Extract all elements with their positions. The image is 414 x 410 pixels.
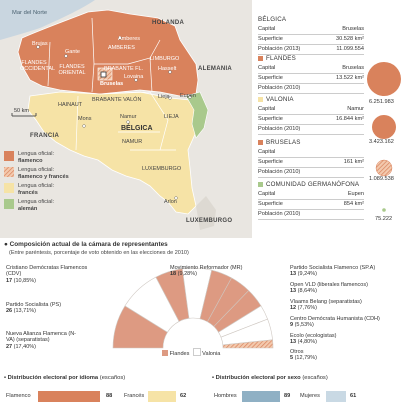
dist-flamenco-bar <box>38 391 100 402</box>
city-namur: Namur <box>120 114 137 120</box>
chamber-subtitle: (Entre paréntesis, porcentaje de voto ob… <box>9 250 189 256</box>
belgica-table: Capital Bruselas Superficie 30.528 km² Pob… <box>258 25 364 55</box>
province-flandes-occ: FLANDES OCCIDENTAL <box>20 60 56 72</box>
city-bruselas: Bruselas <box>100 81 124 87</box>
party-ecolo: Ecolo (ecologistas) 13 (4,80%) <box>290 333 337 346</box>
flandes-header: FLANDES <box>258 55 296 62</box>
country-luxemburgo: LUXEMBURGO <box>186 218 233 224</box>
population-circles <box>367 62 401 212</box>
pop-germanofona: 75.222 <box>375 216 393 222</box>
country-belgica: BÉLGICA <box>121 125 153 132</box>
party-cdh: Centro Demócrata Humanista (CDH) 9 (5,53%… <box>290 316 380 329</box>
bruselas-table: Capital Superficie 161 km² Población (201… <box>258 148 364 178</box>
city-arlon: Arlon <box>164 199 177 205</box>
dist-frances-bar <box>148 391 176 402</box>
chamber-hemicycle <box>112 267 274 349</box>
province-luxemburgo: LUXEMBURGO <box>142 166 182 172</box>
province-limburgo: LIMBURGO <box>150 56 180 62</box>
province-lieja: LIEJA <box>164 114 179 120</box>
german-region <box>185 91 209 139</box>
scale-label: 50 km <box>14 108 29 114</box>
city-amberes: Amberes <box>118 36 141 42</box>
city-lovaina: Lovaina <box>124 74 144 80</box>
pop-circle-flandes <box>367 62 401 96</box>
legend-swatch <box>4 199 14 209</box>
flandes-table: Capital Bruselas Superficie 13.522 km² Pob… <box>258 64 364 94</box>
province-brabante-fl: BRABANTE FL. <box>104 66 144 72</box>
country-alemania: ALEMANIA <box>198 66 233 72</box>
province-namur: NAMUR <box>122 139 143 145</box>
wallonia-region <box>27 91 199 215</box>
germanofona-header: COMUNIDAD GERMANÓFONA <box>258 181 359 188</box>
city-mons: Mons <box>78 116 92 122</box>
legend-swatch <box>4 151 14 161</box>
hemicycle-segment <box>222 339 274 349</box>
party-otros: Otros 5 (12,79%) <box>290 349 317 362</box>
party-openvld: Open VLD (liberales flamencos) 13 (8,64%) <box>290 282 368 295</box>
pop-circle-germanofona <box>382 208 386 212</box>
flanders-region <box>17 9 199 97</box>
city-gante: Gante <box>65 49 80 55</box>
province-hainaut: HAINAUT <box>58 102 83 108</box>
bruselas-header: BRUSELAS <box>258 139 301 146</box>
party-ps: Partido Socialista (PS) 26 (13,71%) <box>6 302 62 315</box>
pop-circle-valonia <box>372 115 396 139</box>
dist-mujeres-label: Mujeres <box>300 393 320 399</box>
city-brujas: Brujas <box>32 41 48 47</box>
chamber-legend: Flandes Valonia <box>162 348 220 357</box>
chamber-title: ● Composición actual de la cámara de rep… <box>4 241 168 248</box>
dist-sexo-title: • Distribución electoral por sexo (escañ… <box>212 375 328 381</box>
dist-hombres-bar <box>242 391 280 402</box>
dist-mujeres-bar <box>326 391 346 402</box>
city-lieja: Lieja <box>158 94 170 100</box>
legend-swatch <box>4 183 14 193</box>
city-hasselt: Hasselt <box>158 66 177 72</box>
pop-flandes: 6.251.983 <box>369 99 394 105</box>
province-amberes: AMBERES <box>108 45 135 51</box>
sea-label: Mar del Norte <box>12 10 48 16</box>
belgium-map <box>0 0 252 238</box>
party-cdv: Cristiano Demócratas Flamencos (CDV) 17 (… <box>6 265 88 284</box>
legend-swatch-hatch <box>4 167 14 177</box>
belgica-header: BÉLGICA <box>258 16 287 23</box>
pop-bruselas: 1.089.538 <box>369 176 394 182</box>
valonia-table: Capital Namur Superficie 16.844 km² Poblac… <box>258 105 364 135</box>
country-francia: FRANCIA <box>30 133 60 139</box>
germanofona-table: Capital Eupen Superficie 854 km² Población… <box>258 190 364 220</box>
dist-frances-label: Francés <box>124 393 145 399</box>
sea-area <box>0 0 95 40</box>
party-mr: Movimiento Reformador (MR) 18 (9,28%) <box>170 265 243 278</box>
province-flandes-or: FLANDES ORIENTAL <box>58 64 86 76</box>
country-holanda: HOLANDA <box>152 20 185 26</box>
dist-idioma-title: • Distribución electoral por idioma (esc… <box>4 375 126 381</box>
valonia-header: VALONIA <box>258 96 294 103</box>
party-vlaams-belang: Vlaams Belang (separatistas) 12 (7,76%) <box>290 299 362 312</box>
city-eupen: Eupen <box>180 93 196 99</box>
dist-frances-value: 62 <box>180 393 187 399</box>
pop-circle-bruselas <box>375 159 393 177</box>
dist-flamenco-label: Flamenco <box>6 393 31 399</box>
dist-hombres-label: Hombres <box>214 393 237 399</box>
party-spa: Partido Socialista Flamenco (SP.A) 13 (9,… <box>290 265 376 278</box>
dist-hombres-value: 89 <box>284 393 291 399</box>
party-nva: Nueva Alianza Flamenca (N-VA) (separatis… <box>6 331 77 350</box>
dist-mujeres-value: 61 <box>350 393 357 399</box>
province-brabante-val: BRABANTE VALÓN <box>92 97 142 103</box>
pop-valonia: 3.423.162 <box>369 139 394 145</box>
dist-flamenco-value: 88 <box>106 393 113 399</box>
